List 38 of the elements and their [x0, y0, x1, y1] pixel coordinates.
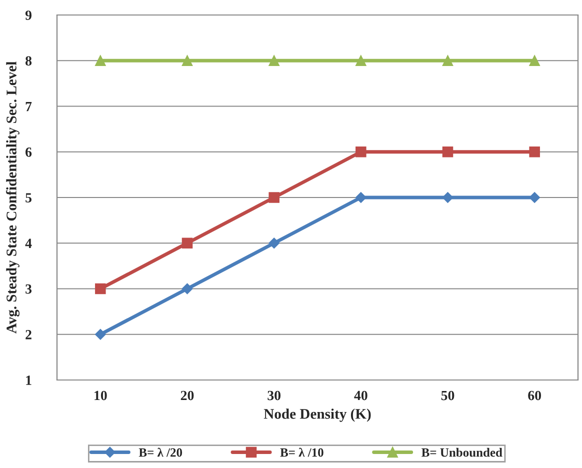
point [529, 146, 540, 158]
y-tick-label: 8 [26, 56, 32, 66]
y-tick-label: 2 [26, 330, 32, 340]
y-tick-label: 1 [26, 376, 32, 385]
y-tick-label: 4 [25, 238, 32, 248]
point [182, 55, 193, 66]
point [529, 55, 540, 66]
point [95, 55, 106, 66]
point [182, 238, 193, 249]
x-tick-label: 20 [180, 390, 194, 400]
legend-label: B= Unbounded [422, 448, 502, 457]
point [355, 192, 366, 203]
point [95, 283, 106, 294]
y-tick-label: 5 [26, 193, 32, 202]
point [268, 238, 280, 249]
point [356, 146, 366, 158]
legend-label: B= λ /10 [280, 448, 324, 457]
point [182, 283, 193, 294]
point [529, 192, 540, 203]
y-tick-label: 3 [26, 284, 32, 294]
point [268, 55, 280, 66]
x-axis-title: Node Density (K) [264, 408, 371, 422]
point [94, 328, 106, 340]
x-tick-label: 50 [441, 390, 454, 400]
x-tick-label: 40 [354, 390, 368, 400]
point [442, 146, 454, 158]
point [356, 55, 366, 66]
y-tick-label: 9 [25, 10, 32, 20]
y-tick-label: 6 [26, 147, 32, 157]
point [442, 55, 454, 66]
legend-label: B= λ /20 [138, 448, 182, 457]
point [442, 192, 454, 203]
x-tick-label: 10 [94, 390, 107, 400]
y-axis-title: Avg. Steady State Confidentiality Sec. Level [6, 62, 20, 334]
point [268, 192, 280, 203]
y-tick-label: 7 [26, 102, 32, 112]
x-tick-label: 30 [268, 390, 280, 400]
x-tick-label: 60 [528, 390, 541, 400]
